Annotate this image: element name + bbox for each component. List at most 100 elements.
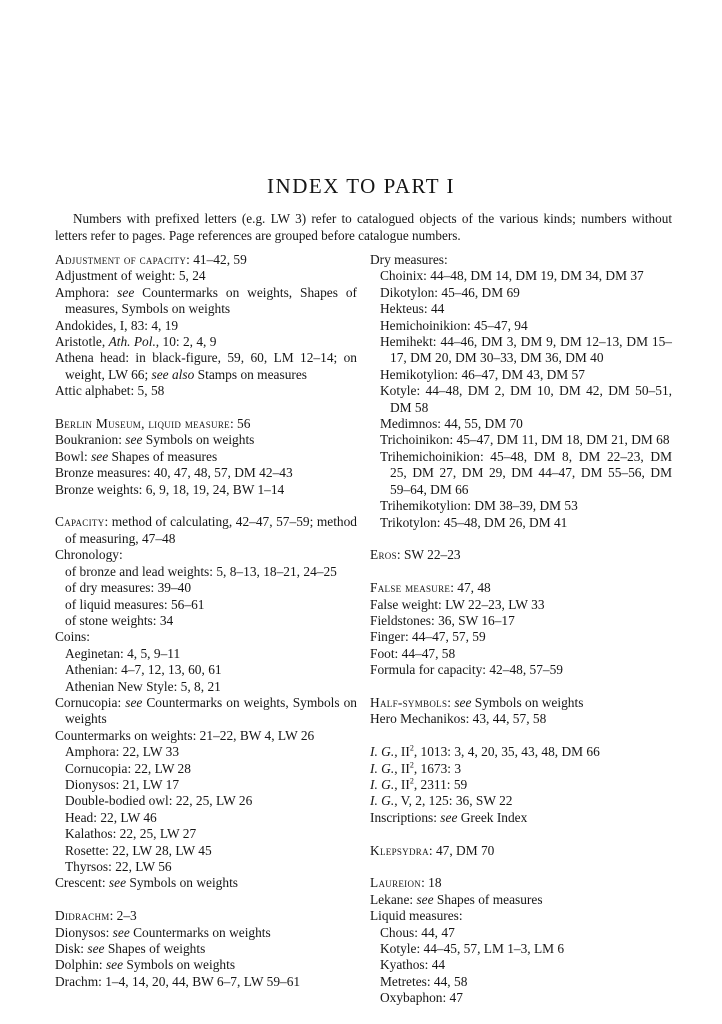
index-letter-group: Adjustment of capacity: 41–42, 59 Adjustm… xyxy=(55,252,357,400)
entry-text: Dolphin: xyxy=(55,957,106,973)
entry-text: see xyxy=(416,891,434,907)
entry-text: Eros xyxy=(370,547,397,563)
entry-text: : SW 22–23 xyxy=(396,547,461,563)
index-entry: I. G., II2, 1013: 3, 4, 20, 35, 43, 48, … xyxy=(370,744,672,760)
index-entry: Boukranion: see Symbols on weights xyxy=(55,432,357,448)
index-entry: False weight: LW 22–23, LW 33 xyxy=(370,597,672,613)
index-entry: Inscriptions: see Greek Index xyxy=(370,810,672,826)
entry-text: Shapes of measures xyxy=(108,448,218,464)
index-entry: Chronology: xyxy=(55,547,357,563)
entry-text: Hero Mechanikos: 43, 44, 57, 58 xyxy=(370,711,547,727)
index-entry: Liquid measures: xyxy=(370,908,672,924)
entry-text: Dionysos: 21, LW 17 xyxy=(65,776,180,792)
entry-text: Attic alphabet: 5, 58 xyxy=(55,383,165,399)
entry-text: Countermarks on weights, Shapes of measu… xyxy=(65,284,357,317)
entry-text: : method of calculating, 42–47, 57–59; m… xyxy=(65,514,357,546)
entry-text: Foot: 44–47, 58 xyxy=(370,645,456,661)
index-entry: Foot: 44–47, 58 xyxy=(370,646,672,662)
index-subentry: Double-bodied owl: 22, 25, LW 26 xyxy=(55,793,357,809)
entry-text: of bronze and lead weights: 5, 8–13, 18–… xyxy=(65,563,337,579)
index-subentry: of dry measures: 39–40 xyxy=(55,580,357,596)
entry-text: Fieldstones: 36, SW 16–17 xyxy=(370,612,515,628)
entry-text: Oxybaphon: 47 xyxy=(380,990,463,1006)
entry-text: Rosette: 22, LW 28, LW 45 xyxy=(65,842,212,858)
index-letter-group: I. G., II2, 1013: 3, 4, 20, 35, 43, 48, … xyxy=(370,744,672,826)
entry-text: Didrachm xyxy=(55,908,110,924)
entry-text: Aristotle, xyxy=(55,334,109,350)
index-entry: Berlin Museum, liquid measure: 56 xyxy=(55,416,357,432)
entry-text: : 56 xyxy=(229,416,251,432)
entry-text: Dionysos: xyxy=(55,924,113,940)
entry-text: Trihemikotylion: DM 38–39, DM 53 xyxy=(380,498,578,514)
entry-text: Hemikotylion: 46–47, DM 43, DM 57 xyxy=(380,366,585,382)
entry-text: see xyxy=(108,875,127,891)
index-subentry: Hemikotylion: 46–47, DM 43, DM 57 xyxy=(370,367,672,383)
entry-text: Coins: xyxy=(55,629,90,645)
index-subentry: Athenian New Style: 5, 8, 21 xyxy=(55,679,357,695)
index-entry: Adjustment of capacity: 41–42, 59 xyxy=(55,252,357,268)
entry-text: Capacity xyxy=(55,514,105,530)
entry-text: see xyxy=(112,924,130,940)
entry-text: Inscriptions: xyxy=(370,809,441,825)
index-entry: Countermarks on weights: 21–22, BW 4, LW… xyxy=(55,728,357,744)
entry-text: Bronze weights: 6, 9, 18, 19, 24, BW 1–1… xyxy=(55,481,285,497)
index-entry: Coins: xyxy=(55,629,357,645)
entry-text: Laureion xyxy=(370,875,422,891)
index-subentry: Choinix: 44–48, DM 14, DM 19, DM 34, DM … xyxy=(370,268,672,284)
index-subentry: Hemichoinikion: 45–47, 94 xyxy=(370,318,672,334)
index-letter-group: Berlin Museum, liquid measure: 56 Boukran… xyxy=(55,416,357,498)
index-subentry: Cornucopia: 22, LW 28 xyxy=(55,761,357,777)
index-subentry: Trichoinikon: 45–47, DM 11, DM 18, DM 21… xyxy=(370,432,672,448)
entry-text: Half-symbols xyxy=(370,694,448,710)
index-subentry: of liquid measures: 56–61 xyxy=(55,597,357,613)
index-subentry: Trihemikotylion: DM 38–39, DM 53 xyxy=(370,498,672,514)
index-entry: Crescent: see Symbols on weights xyxy=(55,875,357,891)
index-subentry: Trihemichoinikion: 45–48, DM 8, DM 22–23… xyxy=(370,449,672,498)
entry-text: Shapes of weights xyxy=(104,941,206,957)
index-entry: Adjustment of weight: 5, 24 xyxy=(55,268,357,284)
entry-text: Berlin Museum, liquid measure xyxy=(55,416,230,432)
index-column-left: Adjustment of capacity: 41–42, 59 Adjustm… xyxy=(55,252,357,1007)
entry-text: Medimnos: 44, 55, DM 70 xyxy=(380,416,523,432)
entry-text: Adjustment of weight: 5, 24 xyxy=(55,268,206,284)
entry-text: False measure xyxy=(370,580,451,596)
index-subentry: Amphora: 22, LW 33 xyxy=(55,744,357,760)
index-subentry: Kalathos: 22, 25, LW 27 xyxy=(55,826,357,842)
index-subentry: Dionysos: 21, LW 17 xyxy=(55,777,357,793)
index-entry: I. G., V, 2, 125: 36, SW 22 xyxy=(370,793,672,809)
entry-text: Klepsydra xyxy=(370,842,429,858)
entry-text: : 41–42, 59 xyxy=(186,252,247,267)
entry-text: Kotyle: 44–48, DM 2, DM 10, DM 42, DM 50… xyxy=(380,383,672,415)
entry-text: Metretes: 44, 58 xyxy=(380,973,468,989)
entry-text: , V, 2, 125: 36, SW 22 xyxy=(394,793,513,809)
index-subentry: Dikotylon: 45–46, DM 69 xyxy=(370,285,672,301)
entry-text: Symbols on weights xyxy=(123,957,236,973)
index-subentry: Medimnos: 44, 55, DM 70 xyxy=(370,416,672,432)
index-entry: Klepsydra: 47, DM 70 xyxy=(370,843,672,859)
entry-text: Cornucopia: xyxy=(55,694,126,710)
entry-text: Finger: 44–47, 57, 59 xyxy=(370,629,486,645)
index-letter-group: Didrachm: 2–3 Dionysos: see Countermarks … xyxy=(55,908,357,990)
index-subentry: Hekteus: 44 xyxy=(370,301,672,317)
entry-text: Athena head: in black-figure, 59, 60, LM… xyxy=(55,350,357,382)
entry-text: Double-bodied owl: 22, 25, LW 26 xyxy=(65,793,253,809)
index-letter-group: Klepsydra: 47, DM 70 xyxy=(370,843,672,859)
index-entry: Capacity: method of calculating, 42–47, … xyxy=(55,514,357,547)
entry-text: Bowl: xyxy=(55,448,92,464)
entry-text: , 2311: 59 xyxy=(413,776,468,792)
entry-text: , 1013: 3, 4, 20, 35, 43, 48, DM 66 xyxy=(413,744,600,760)
index-letter-group: Capacity: method of calculating, 42–47, … xyxy=(55,514,357,891)
entry-text: Aeginetan: 4, 5, 9–11 xyxy=(65,645,181,661)
entry-text: Thyrsos: 22, LW 56 xyxy=(65,859,172,874)
index-letter-group: Half-symbols: see Symbols on weights Hero… xyxy=(370,695,672,728)
index-entry: Dolphin: see Symbols on weights xyxy=(55,957,357,973)
index-letter-group: Dry measures: Choinix: 44–48, DM 14, DM 1… xyxy=(370,252,672,531)
entry-text: Trihemichoinikion: 45–48, DM 8, DM 22–23… xyxy=(380,448,672,497)
index-subentry: Kyathos: 44 xyxy=(370,957,672,973)
entry-text: see xyxy=(87,941,105,957)
index-entry: Aristotle, Ath. Pol., 10: 2, 4, 9 xyxy=(55,334,357,350)
entry-text: of liquid measures: 56–61 xyxy=(65,596,205,612)
entry-text: Ath. Pol. xyxy=(108,334,156,350)
entry-text: Disk: xyxy=(55,941,88,957)
index-entry: Andokides, I, 83: 4, 19 xyxy=(55,318,357,334)
